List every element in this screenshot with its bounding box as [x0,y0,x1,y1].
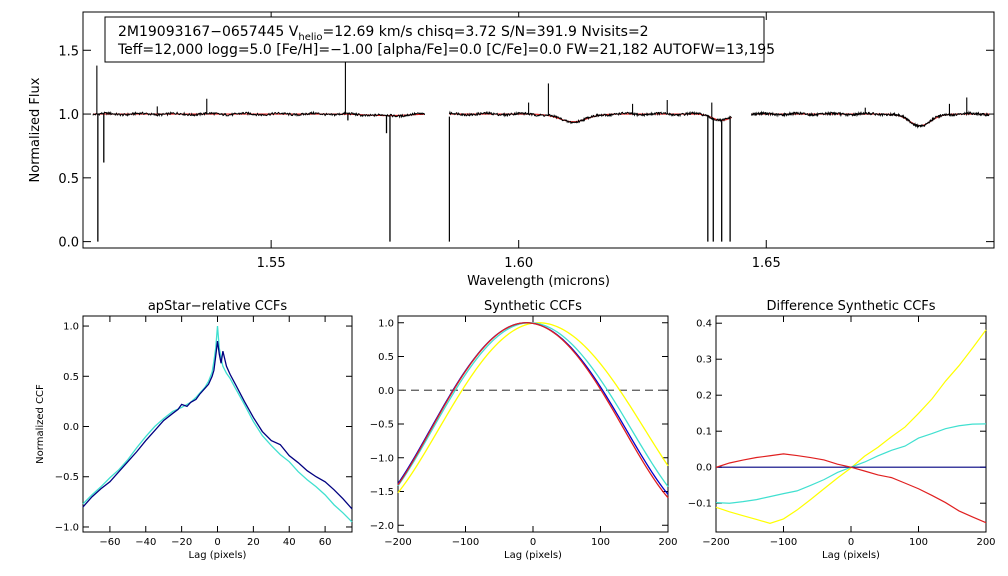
spectrum-info-subscript: helio [298,32,322,43]
difference_ccf-ytick-label: 0.4 [696,319,712,330]
difference-ccf-line-1 [715,329,987,524]
difference_ccf-xlabel: Lag (pixels) [822,550,880,561]
apstar_ccf-ytick-label: −1.0 [55,522,79,533]
apstar_ccf-xtick-label: −40 [135,537,156,548]
apstar_ccf-frame [82,315,353,533]
synthetic_ccf-xtick-label: 200 [658,537,677,548]
difference_ccf-ytick-label: 0.1 [696,427,712,438]
spectrum-ytick-label: 1.5 [58,44,79,59]
apstar_ccf-xtick-label: 20 [247,537,260,548]
difference_ccf-ytick-label: 0.2 [696,391,712,402]
apstar-ccf-line-2 [82,325,353,523]
synthetic_ccf-xtick-label: 0 [530,537,536,548]
spectrum-ytick-label: 0.5 [58,172,79,187]
spectrum-ytick-label: 0.0 [58,236,79,251]
synthetic-ccf-line-2 [397,322,669,487]
synthetic_ccf-ytick-label: 0.5 [378,352,394,363]
synthetic-ccf-line-4 [397,322,669,499]
synthetic_ccf-ytick-label: −0.5 [370,420,394,431]
spectrum-info-line2: Teff=12,000 logg=5.0 [Fe/H]=−1.00 [alpha… [117,42,775,58]
spectrum-info-text: =12.69 km/s [323,24,417,40]
synthetic_ccf-ytick-label: −1.0 [370,453,394,464]
difference-ccf-line-2 [715,423,987,504]
difference_ccf-xtick-label: 0 [848,537,854,548]
spectrum-xlabel: Wavelength (microns) [467,274,610,289]
spectrum-info-line1: 2M19093167−0657445 Vhelio=12.69 km/s chi… [118,24,649,43]
difference_ccf-xtick-label: 100 [909,537,928,548]
synthetic_ccf-ytick-label: −1.5 [370,487,394,498]
spectrum-xtick-label: 1.65 [752,256,781,271]
spectrum-ytick-label: 1.0 [58,108,79,123]
synthetic_ccf-ytick-label: 0.0 [378,386,394,397]
difference_ccf-title: Difference Synthetic CCFs [766,299,935,314]
difference_ccf-ytick-label: −0.1 [688,499,712,510]
spectrum-ylabel: Normalized Flux [28,77,43,182]
spectrum-frame [82,11,995,249]
spectrum-info-text: V [289,24,299,40]
apstar_ccf-xtick-label: 40 [283,537,296,548]
synthetic_ccf-xlabel: Lag (pixels) [504,550,562,561]
spectrum-info-text: 2M19093167−0657445 [118,24,289,40]
difference_ccf-ytick-label: 0.3 [696,355,712,366]
apstar_ccf-title: apStar−relative CCFs [148,299,288,314]
synthetic-ccf-line-1 [397,322,669,494]
difference-ccf-line-4 [715,453,987,524]
apstar_ccf-ytick-label: −0.5 [55,472,79,483]
spectrum-xtick-label: 1.55 [257,256,286,271]
apstar_ccf-ytick-label: 0.0 [63,422,79,433]
synthetic_ccf-title: Synthetic CCFs [484,299,582,314]
apstar-ccf-line-1 [82,341,353,510]
synthetic_ccf-ytick-label: 1.0 [378,318,394,329]
apstar_ccf-xtick-label: −60 [99,537,120,548]
spectrum-observed-line [92,110,990,129]
apstar_ccf-xtick-label: 0 [214,537,220,548]
apstar_ccf-ytick-label: 1.0 [63,322,79,333]
synthetic_ccf-xtick-label: −100 [452,537,479,548]
difference_ccf-xtick-label: 200 [976,537,995,548]
spectrum-info-box [104,16,765,63]
apstar_ccf-xtick-label: 60 [319,537,332,548]
spectrum-plot-area [92,60,990,242]
spectrum-info-text: chisq=3.72 S/N=391.9 Nvisits=2 [417,24,649,40]
spectrum-xtick-label: 1.60 [504,256,533,271]
difference_ccf-ytick-label: 0.0 [696,463,712,474]
apstar_ccf-xtick-label: −20 [171,537,192,548]
apstar_ccf-ylabel: Normalized CCF [35,384,46,464]
difference_ccf-xtick-label: −100 [770,537,797,548]
synthetic_ccf-xtick-label: 100 [591,537,610,548]
apstar_ccf-xlabel: Lag (pixels) [189,550,247,561]
apstar_ccf-ytick-label: 0.5 [63,372,79,383]
synthetic-ccf-line-3 [397,322,669,495]
difference_ccf-xtick-label: −200 [702,537,729,548]
synthetic_ccf-xtick-label: −200 [384,537,411,548]
synthetic_ccf-ytick-label: −2.0 [370,521,394,532]
